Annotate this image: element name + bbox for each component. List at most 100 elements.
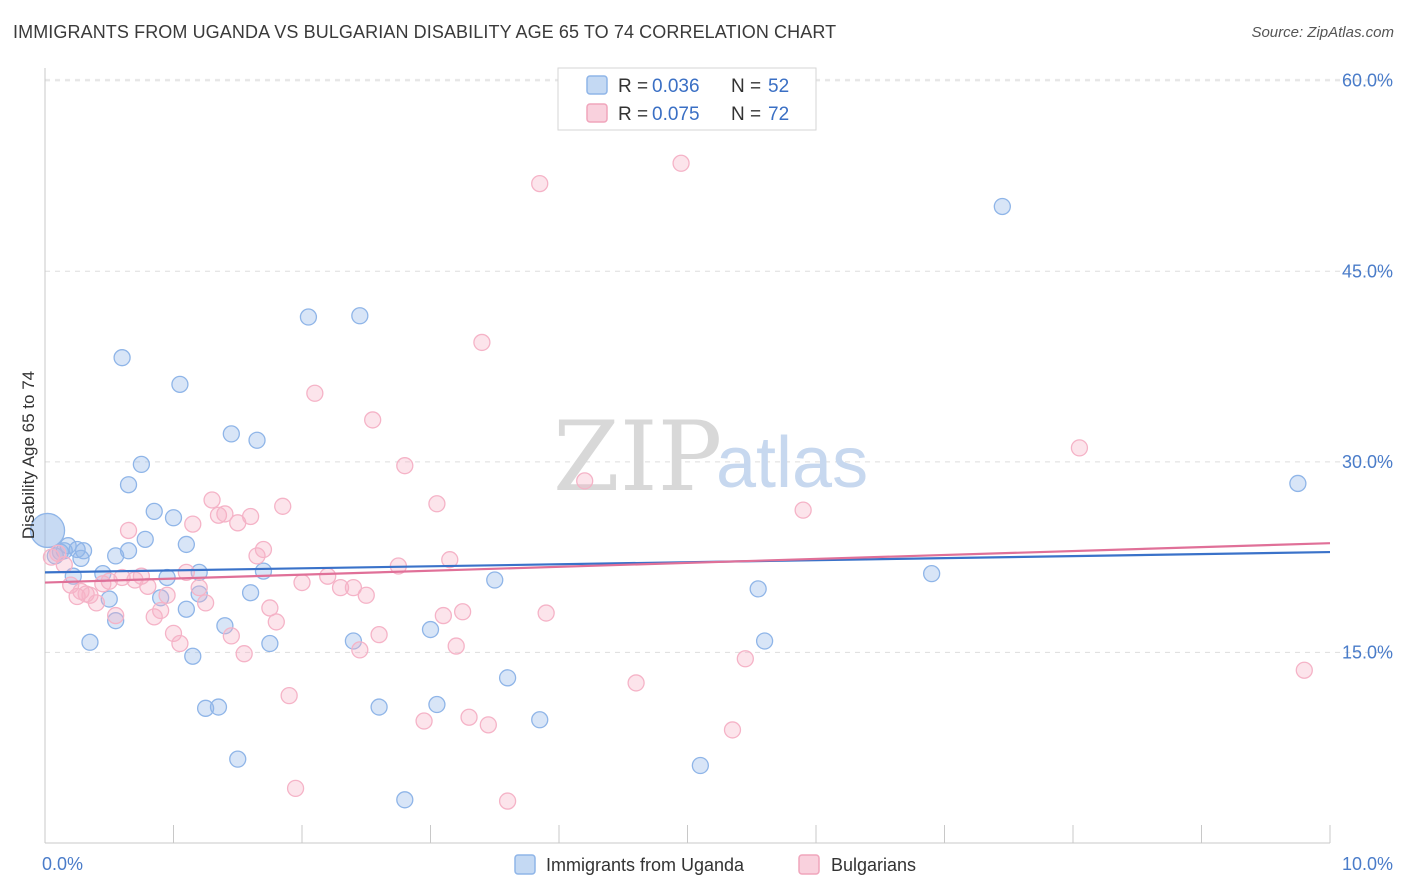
bulgarians-trend-line xyxy=(44,542,1331,584)
bulgarians-point-23 xyxy=(184,515,202,533)
uganda-point-9 xyxy=(81,633,99,651)
bulgarians-point-61 xyxy=(531,174,549,193)
uganda-point-29 xyxy=(196,699,215,717)
legend-n-value-bulgarians: 72 xyxy=(768,104,789,125)
legend-r-label-bulgarians: R = xyxy=(618,104,648,125)
bulgarians-point-29 xyxy=(222,627,240,645)
bulgarians-point-37 xyxy=(274,497,292,515)
bulgarians-point-54 xyxy=(441,551,459,569)
bulgarians-point-26 xyxy=(203,491,221,509)
uganda-point-10 xyxy=(107,547,125,565)
bulgarians-point-35 xyxy=(261,599,279,617)
uganda-point-53 xyxy=(1289,474,1307,493)
uganda-point-34 xyxy=(241,584,260,602)
y-tick-label-3: 60.0% xyxy=(1342,71,1393,91)
bulgarians-point-27 xyxy=(209,506,228,524)
uganda-point-6 xyxy=(68,540,86,559)
uganda-point-13 xyxy=(100,590,118,608)
watermark-zip: ZIP xyxy=(553,401,722,513)
uganda-point-32 xyxy=(222,425,240,443)
legend-swatch-bulgarians xyxy=(586,103,608,123)
uganda-point-27 xyxy=(190,585,208,603)
bulgarians-point-64 xyxy=(627,674,645,692)
top-legend: R = 0.036 N = 52 R = 0.075 N = 72 xyxy=(557,67,817,131)
y-tick-labels: 15.0% 30.0% 45.0% 60.0% xyxy=(1342,71,1393,663)
bulgarians-point-39 xyxy=(286,779,305,798)
uganda-point-43 xyxy=(421,620,440,639)
uganda-point-28 xyxy=(190,563,208,582)
axes xyxy=(44,68,1331,844)
bulgarians-point-33 xyxy=(248,547,266,565)
uganda-point-18 xyxy=(132,455,151,474)
bulgarians-point-31 xyxy=(235,645,253,663)
bulgarians-point-47 xyxy=(364,411,382,429)
uganda-point-35 xyxy=(248,431,266,449)
bulgarians-point-53 xyxy=(434,606,453,625)
y-axis-label: Disability Age 65 to 74 xyxy=(19,371,38,539)
bulgarians-point-44 xyxy=(344,578,363,597)
uganda-point-45 xyxy=(486,571,504,589)
gridlines xyxy=(45,78,1395,653)
bulgarians-point-8 xyxy=(87,594,106,612)
bottom-legend-label-bulgarians: Bulgarians xyxy=(831,855,916,875)
uganda-point-8 xyxy=(74,542,93,560)
legend-n-label-bulgarians: N = xyxy=(731,104,761,125)
bulgarians-point-65 xyxy=(672,154,690,172)
legend-r-value-uganda: 0.036 xyxy=(652,76,700,97)
bulgarians-point-62 xyxy=(537,604,555,622)
bulgarians-point-12 xyxy=(113,568,131,587)
uganda-point-46 xyxy=(498,669,517,687)
bulgarians-point-28 xyxy=(216,505,234,523)
uganda-point-21 xyxy=(158,568,176,587)
bulgarians-point-25 xyxy=(196,594,215,612)
bulgarians-point-60 xyxy=(498,792,517,810)
bulgarians-point-38 xyxy=(280,686,298,705)
uganda-point-49 xyxy=(749,580,767,598)
bulgarians-point-48 xyxy=(370,625,388,644)
uganda-point-24 xyxy=(177,535,196,554)
data-points xyxy=(29,154,1313,810)
bulgarians-point-16 xyxy=(139,577,157,596)
y-tick-label-0: 15.0% xyxy=(1342,642,1393,662)
bulgarians-point-45 xyxy=(351,641,369,659)
legend-n-value-uganda: 52 xyxy=(768,76,789,97)
bulgarians-point-20 xyxy=(164,624,183,643)
bulgarians-point-70 xyxy=(1295,661,1313,679)
uganda-point-33 xyxy=(229,750,247,768)
bulgarians-point-59 xyxy=(479,716,497,734)
bulgarians-point-50 xyxy=(396,457,414,475)
uganda-point-39 xyxy=(351,307,369,325)
source-label: Source: ZipAtlas.com xyxy=(1251,24,1394,41)
bulgarians-point-32 xyxy=(241,507,260,526)
bulgarians-point-13 xyxy=(119,521,138,540)
uganda-point-14 xyxy=(107,612,125,630)
uganda-point-40 xyxy=(344,632,363,650)
uganda-point-48 xyxy=(691,756,709,775)
uganda-point-30 xyxy=(209,698,228,716)
bulgarians-point-56 xyxy=(453,603,472,621)
bulgarians-point-40 xyxy=(293,573,311,592)
uganda-point-23 xyxy=(171,375,189,394)
bulgarians-point-68 xyxy=(794,501,812,519)
uganda-point-50 xyxy=(755,632,774,650)
bulgarians-point-21 xyxy=(171,634,189,653)
bulgarians-point-36 xyxy=(267,613,285,631)
bulgarians-point-43 xyxy=(331,578,350,597)
legend-r-label-uganda: R = xyxy=(618,76,648,97)
bulgarians-point-41 xyxy=(306,384,324,402)
uganda-point-26 xyxy=(184,647,202,665)
x-tick-labels: 0.0% 10.0% xyxy=(42,854,1393,874)
x-tick-label-0: 0.0% xyxy=(42,854,83,874)
bulgarians-point-46 xyxy=(357,586,375,604)
bulgarians-point-51 xyxy=(415,712,433,730)
uganda-point-42 xyxy=(396,791,414,809)
legend-n-label-uganda: N = xyxy=(731,76,761,97)
bulgarians-point-42 xyxy=(319,567,337,585)
bottom-legend-swatch-bulgarians xyxy=(798,854,820,875)
bottom-legend-label-uganda: Immigrants from Uganda xyxy=(546,855,745,875)
bulgarians-point-52 xyxy=(428,495,446,513)
uganda-point-17 xyxy=(136,530,154,549)
uganda-point-19 xyxy=(145,502,163,521)
uganda-point-16 xyxy=(113,349,131,367)
